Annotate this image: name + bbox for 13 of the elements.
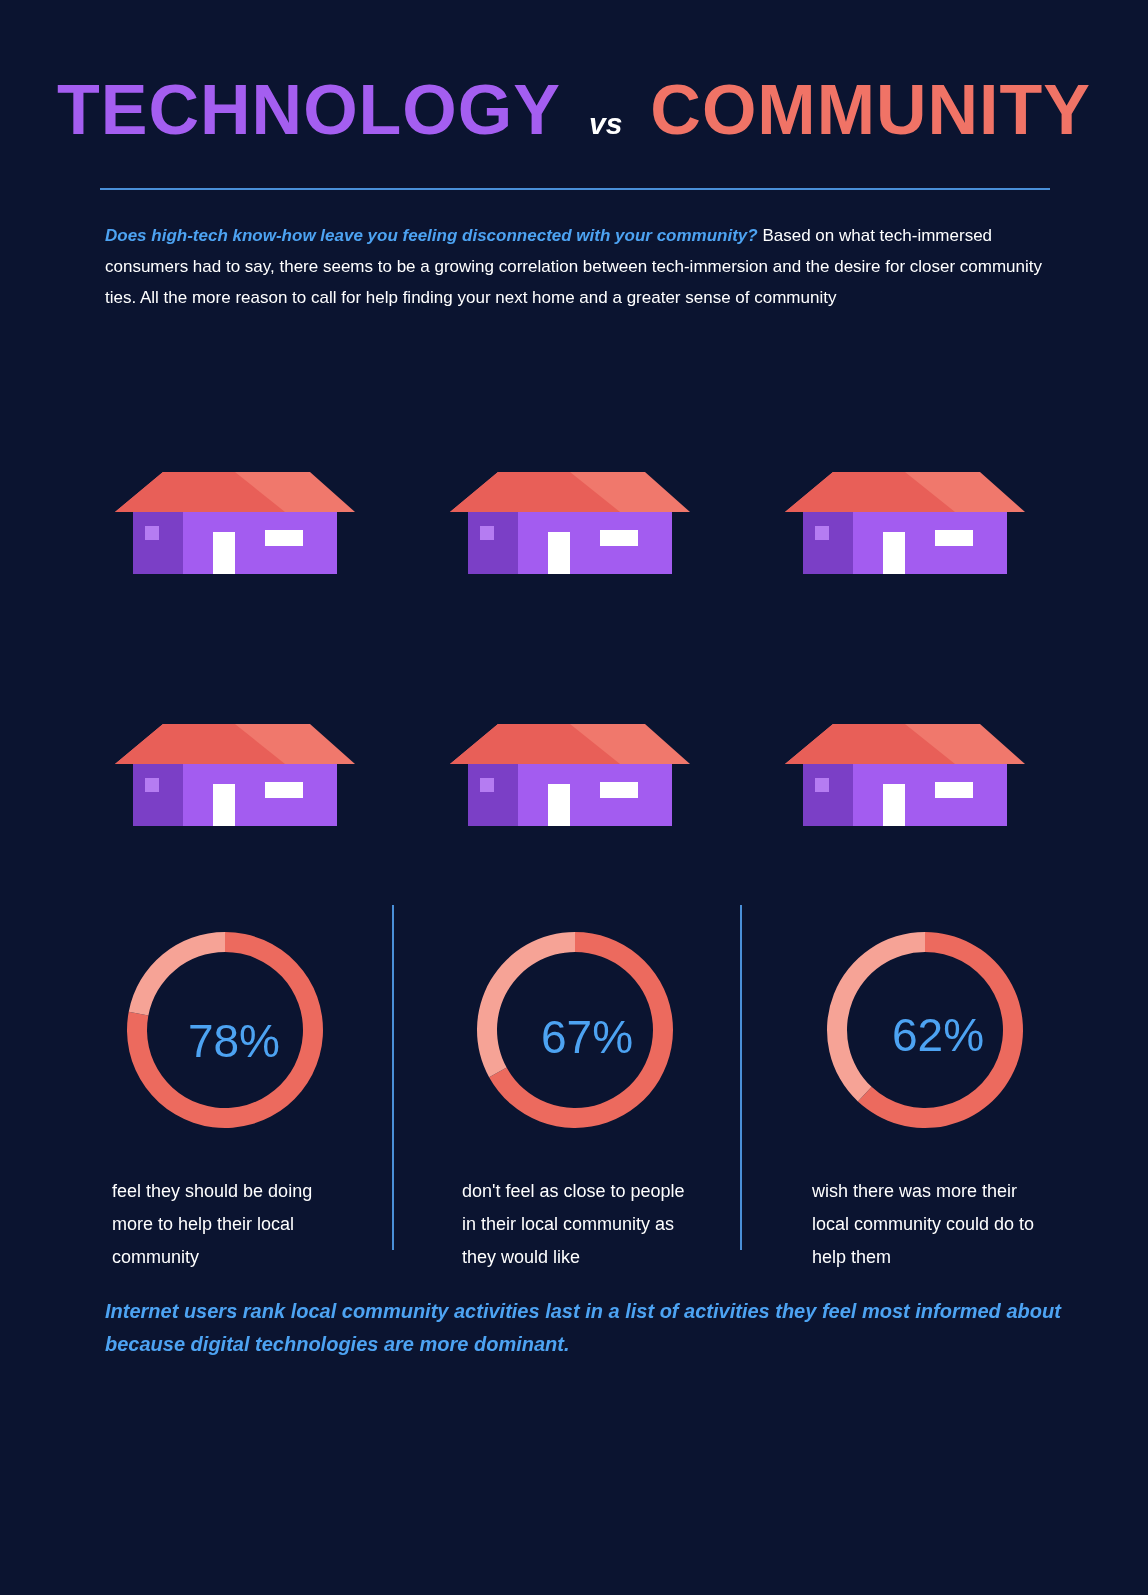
text: Internet users rank local community activities last in a list of activities they feel most informed about because digital technologies are more dominant. [105,1299,1063,1357]
data-label: 62% [891,1009,985,1062]
text: Does high-tech know-how leave you feeling disconnected with your community? Based on what tech-immersed consumers had to say, there seems to be a growing correlation between tech-immersion and the desire for closer community ties. All the more reason to call for help finding your next home and a greater sense of community [105,226,1043,307]
data-label: 67% [541,1011,634,1064]
text: TECHNOLOGY vs COMMUNITY [57,70,1091,150]
text: don't feel as close to people in their local community as they would like [462,1180,686,1269]
text: feel they should be doing more to help their local community [112,1180,314,1269]
data-label: 78% [187,1014,280,1067]
donut-slice [489,932,673,1128]
donut-slice [127,932,323,1128]
donut-slice [128,932,225,1016]
text: wish there was more their local community could do to help them [812,1180,1036,1269]
donut-slice [857,932,1023,1128]
